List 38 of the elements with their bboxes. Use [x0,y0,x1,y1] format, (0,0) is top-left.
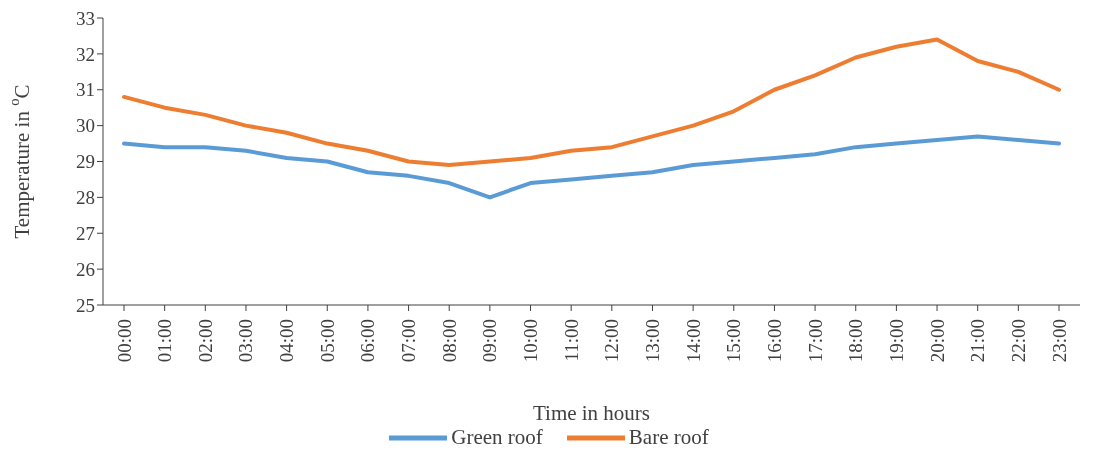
y-tick-label: 30 [76,115,95,137]
x-tick-label: 01:00 [154,319,176,363]
x-tick-label: 16:00 [763,319,785,363]
x-tick-label: 02:00 [194,319,216,363]
x-tick-label: 10:00 [520,319,542,363]
x-tick-label: 19:00 [885,319,907,363]
y-tick-label: 25 [76,294,95,316]
y-tick-label: 28 [76,187,95,209]
y-tick-label: 27 [76,222,95,244]
x-tick-label: 22:00 [1007,319,1029,363]
x-axis-title: Time in hours [532,401,651,425]
x-tick-label: 08:00 [438,319,460,363]
x-tick-label: 12:00 [601,319,623,363]
x-tick-label: 07:00 [398,319,420,363]
x-tick-label: 06:00 [357,319,379,363]
x-tick-label: 04:00 [276,319,298,363]
y-tick-label: 32 [76,43,95,65]
y-tick-label: 31 [76,79,95,101]
x-tick-label: 05:00 [316,319,338,363]
x-tick-label: 00:00 [113,319,135,363]
x-tick-label: 14:00 [682,319,704,363]
legend-label: Bare roof [627,425,709,450]
x-tick-label: 21:00 [967,319,989,363]
line-series [122,37,1061,168]
x-tick-label: 23:00 [1048,319,1070,363]
x-tick-label: 20:00 [926,319,948,363]
x-tick-label: 03:00 [235,319,257,363]
x-tick-label: 11:00 [560,319,582,362]
x-tick-label: 17:00 [804,319,826,363]
x-tick-label: 18:00 [845,319,867,363]
y-tick-label: 33 [76,7,95,29]
x-tick-label: 13:00 [641,319,663,363]
x-tick-label: 15:00 [723,319,745,363]
y-tick-label: 29 [76,151,95,173]
x-tick-label: 09:00 [479,319,501,363]
legend-label: Green roof [450,425,543,450]
line-series [122,134,1061,200]
y-tick-label: 26 [76,258,95,280]
